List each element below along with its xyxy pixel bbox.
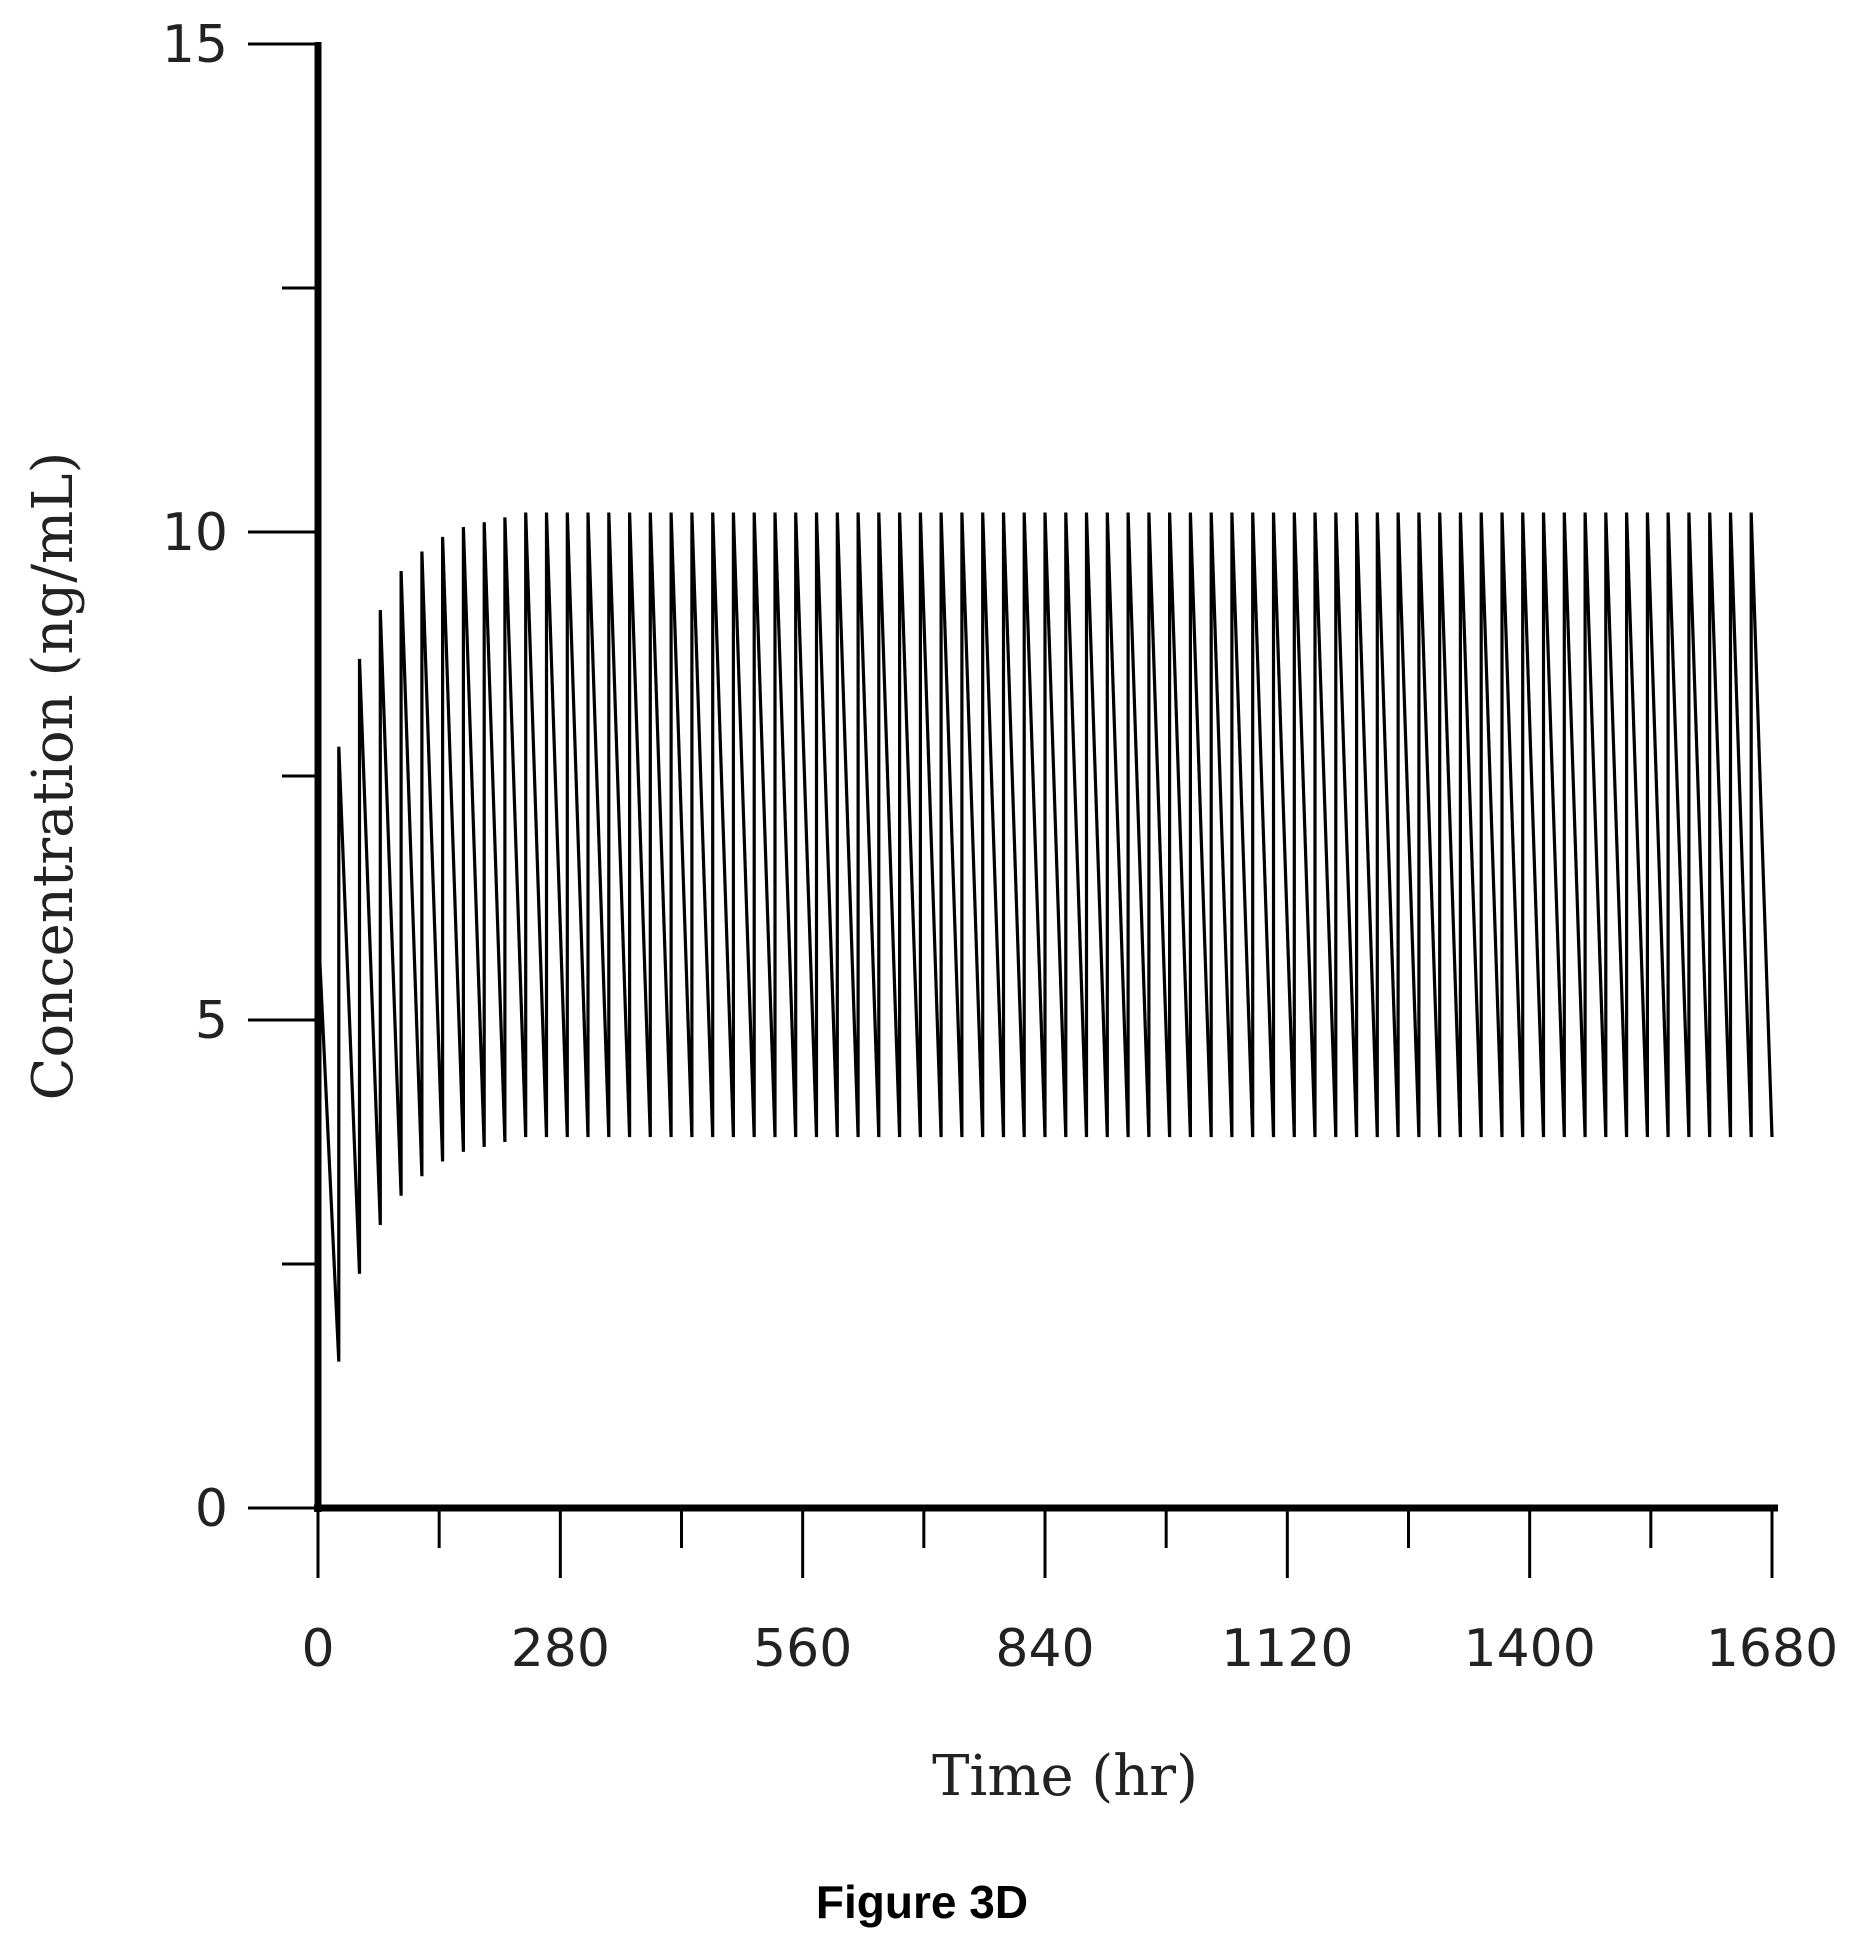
- x-tick-label: 0: [301, 1619, 334, 1679]
- x-tick-label: 1400: [1463, 1619, 1595, 1679]
- x-tick-label: 280: [511, 1619, 610, 1679]
- y-tick-label: 10: [162, 503, 228, 563]
- figure-caption: Figure 3D: [816, 1876, 1028, 1928]
- y-tick-label: 15: [162, 15, 228, 75]
- labels-layer: 0 5 10 15 0 280 560 840 1120 1400 1680: [162, 15, 1838, 1679]
- y-tick-label: 0: [195, 1479, 228, 1539]
- y-tick-label: 5: [195, 991, 228, 1051]
- x-tick-label: 840: [995, 1619, 1094, 1679]
- x-axis-title: Time (hr): [932, 1744, 1198, 1809]
- series-layer: [316, 512, 1774, 1508]
- x-tick-label: 560: [753, 1619, 852, 1679]
- x-tick-label: 1120: [1221, 1619, 1353, 1679]
- y-axis-title: Concentration (ng/mL): [21, 452, 86, 1101]
- series-line-0: [316, 512, 1774, 1508]
- x-tick-label: 1680: [1706, 1619, 1838, 1679]
- axes-layer: [248, 42, 1778, 1578]
